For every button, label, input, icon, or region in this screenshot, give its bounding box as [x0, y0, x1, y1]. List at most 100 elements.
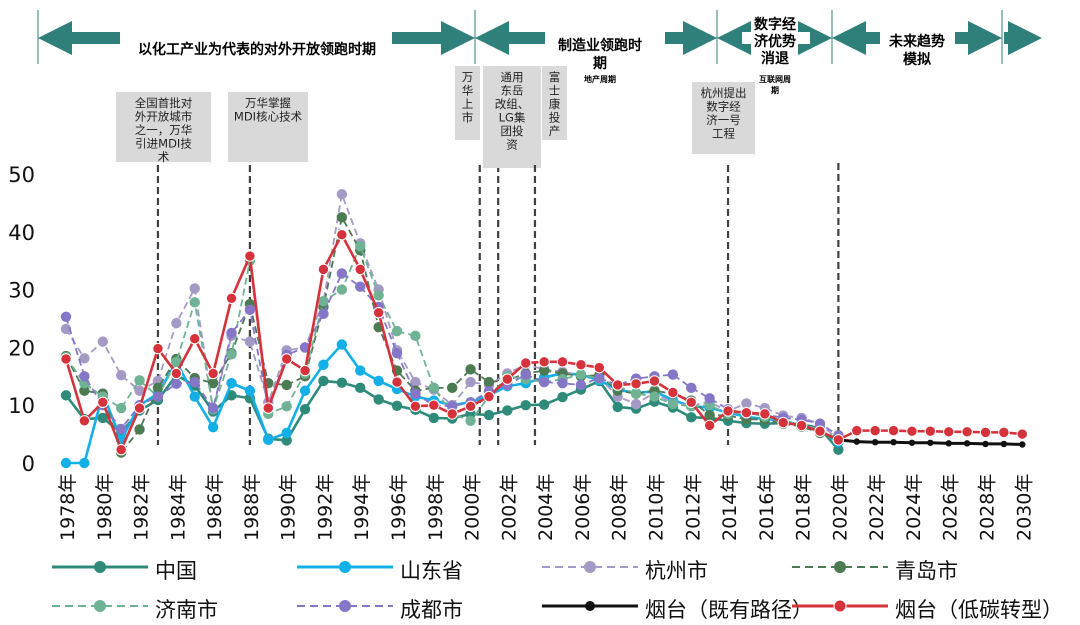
data-point [115, 369, 127, 381]
data-point [1016, 428, 1028, 440]
data-point [833, 444, 844, 455]
annotation-text: 全国首批对 [135, 96, 193, 110]
phase-arrow-right [665, 21, 717, 55]
data-point [263, 434, 274, 446]
data-point [428, 412, 439, 424]
annotation-box [483, 66, 541, 168]
data-point [317, 263, 330, 276]
phase-label: 济优势 [754, 33, 796, 50]
data-point [428, 382, 439, 394]
annotation-text: 外开放城市 [135, 110, 193, 124]
annotation-text: 东岳 [501, 84, 524, 98]
y-tick-label: 20 [8, 336, 35, 360]
data-point [704, 409, 715, 421]
phase-banner: 以化工产业为代表的对外开放领跑时期 制造业领跑时期地产周期数字经济优势消退互联网周… [37, 10, 1042, 95]
data-point [79, 457, 90, 469]
data-point [281, 401, 292, 412]
data-point [945, 440, 952, 447]
data-point [336, 189, 348, 200]
annotation-text: 士 [549, 84, 561, 98]
data-point [648, 375, 661, 387]
data-point [998, 426, 1010, 439]
data-point [1019, 441, 1026, 448]
data-point [887, 424, 900, 437]
data-point [502, 405, 513, 416]
data-point [280, 353, 293, 365]
data-point [391, 347, 403, 359]
data-point [409, 400, 422, 413]
annotation-box [455, 66, 480, 140]
data-point [464, 400, 477, 413]
data-point [134, 375, 145, 386]
data-point [612, 401, 623, 413]
annotation-text: 数字经 [706, 100, 741, 114]
y-tick-label: 0 [22, 452, 35, 476]
legend-label: 杭州市 [645, 559, 708, 583]
data-point [207, 421, 219, 433]
data-point [373, 375, 384, 387]
phase-label: 消退 [761, 50, 789, 67]
phase-label: 制造业领跑时 [558, 37, 642, 54]
phase-label: 模拟 [903, 51, 931, 68]
annotation-text: 资 [506, 138, 518, 152]
x-tick-label: 2002年 [498, 474, 520, 541]
data-point [961, 426, 973, 438]
data-point [299, 385, 311, 396]
data-point [170, 367, 183, 380]
data-point [557, 391, 568, 403]
annotation-box [542, 66, 567, 140]
legend-label: 济南市 [155, 598, 218, 622]
data-point [372, 307, 385, 319]
series-lines [60, 189, 1028, 469]
x-tick-label: 2012年 [682, 474, 704, 541]
data-point [189, 391, 200, 402]
x-tick-label: 1984年 [167, 474, 189, 541]
data-point [60, 390, 72, 401]
data-point [207, 402, 219, 414]
data-point [79, 385, 90, 396]
legend-label: 成都市 [400, 598, 463, 622]
legend-label: 山东省 [400, 559, 463, 583]
data-point [890, 438, 897, 446]
data-point [171, 317, 182, 329]
x-tick-label: 1986年 [204, 474, 226, 541]
x-tick-label: 2000年 [462, 474, 484, 541]
x-tick-label: 1992年 [314, 474, 336, 541]
annotation-text: 杭州提出 [701, 86, 747, 100]
data-point [538, 376, 550, 388]
annotation-text: 产 [549, 124, 561, 138]
data-point [60, 353, 72, 365]
data-point [465, 415, 476, 427]
phase-label: 以化工产业为代表的对外开放领跑时期 [138, 41, 376, 58]
data-point [869, 424, 881, 437]
data-point [336, 339, 348, 350]
annotation-text: 万 [462, 70, 474, 84]
data-point [465, 376, 476, 388]
data-point [667, 369, 679, 380]
data-point [299, 364, 311, 377]
x-tick-label: 2016年 [756, 474, 778, 541]
data-point [575, 359, 587, 371]
data-point [446, 382, 458, 394]
data-point [207, 367, 219, 380]
y-tick-label: 50 [8, 163, 35, 187]
data-point [171, 378, 182, 390]
data-point [355, 281, 366, 292]
data-point [612, 379, 624, 391]
x-tick-label: 2026年 [940, 474, 962, 541]
data-point [355, 241, 366, 252]
data-point [556, 356, 569, 368]
legend: 中国 山东省 杭州市 青岛市 济南市 成都市 烟台（既有路径） 烟台（低碳转型） [0, 548, 1080, 625]
data-point [410, 376, 421, 388]
data-point [722, 405, 734, 417]
data-point [391, 326, 403, 337]
y-tick-label: 10 [8, 394, 35, 418]
x-tick-label: 1978年 [57, 474, 79, 541]
annotation-box [228, 92, 308, 162]
data-point [60, 311, 72, 322]
data-point [226, 327, 237, 339]
data-point [538, 399, 550, 410]
data-point [79, 353, 90, 364]
data-point [226, 349, 237, 360]
